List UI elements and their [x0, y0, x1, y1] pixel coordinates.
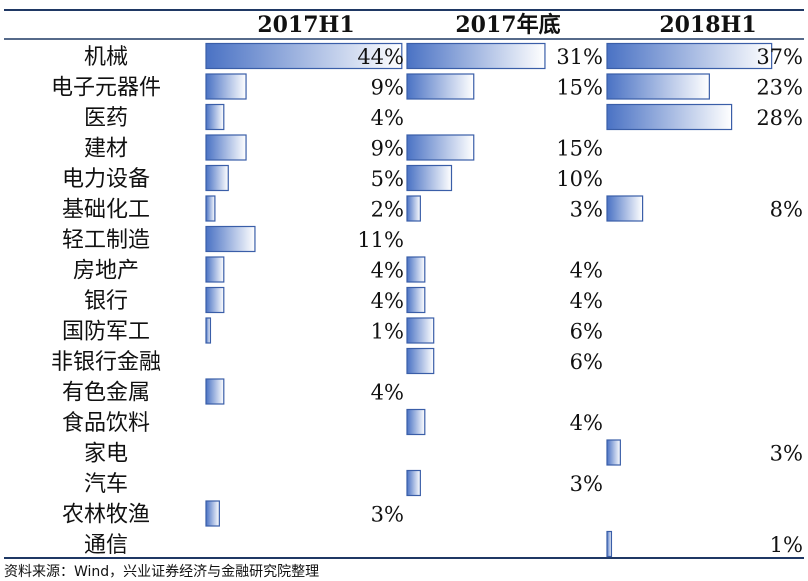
data-label: 15% [556, 76, 603, 100]
category-label: 家电 [84, 442, 128, 467]
bar [606, 42, 773, 70]
bar [406, 317, 435, 344]
category-label: 银行 [84, 289, 128, 314]
category-label: 轻工制造 [62, 228, 150, 253]
bar [205, 286, 225, 314]
bar [406, 134, 475, 161]
data-label: 8% [770, 198, 803, 222]
category-label: 汽车 [84, 472, 128, 497]
category-label: 医药 [84, 106, 128, 131]
data-label: 11% [357, 228, 404, 252]
category-label: 非银行金融 [51, 350, 161, 375]
data-label: 1% [371, 320, 404, 344]
column-header: 2017年底 [455, 12, 560, 38]
bar [406, 408, 426, 436]
data-label: 4% [570, 259, 603, 283]
data-label: 9% [371, 76, 404, 100]
bar [205, 317, 212, 344]
data-label: 5% [371, 167, 404, 191]
bar [205, 195, 216, 222]
bar [205, 225, 256, 253]
data-label: 10% [556, 167, 603, 191]
category-label: 有色金属 [62, 381, 150, 406]
data-label: 6% [570, 320, 603, 344]
category-label: 食品饮料 [62, 411, 150, 436]
category-label: 基础化工 [62, 198, 150, 223]
bar [205, 378, 225, 405]
bar [205, 500, 220, 527]
category-label: 电力设备 [62, 167, 150, 192]
data-label: 3% [371, 503, 404, 527]
data-label: 9% [371, 137, 404, 161]
bar [406, 73, 475, 100]
data-label: 4% [371, 381, 404, 405]
bar [406, 286, 426, 314]
category-label: 电子元器件 [51, 76, 161, 101]
category-label: 建材 [84, 137, 128, 162]
data-label: 6% [570, 350, 603, 374]
data-label: 1% [770, 533, 803, 557]
bar [406, 42, 546, 70]
bar [205, 73, 247, 100]
bar [406, 195, 421, 222]
bar [205, 256, 225, 283]
bar [606, 439, 621, 466]
bar [205, 164, 229, 192]
data-label: 31% [556, 45, 603, 69]
category-label: 农林牧渔 [62, 503, 150, 528]
bar [205, 134, 247, 161]
bar [406, 256, 426, 283]
data-label: 4% [570, 411, 603, 435]
data-label: 2% [371, 198, 404, 222]
bar [406, 347, 435, 375]
source-note: 资料来源：Wind，兴业证券经济与金融研究院整理 [4, 564, 320, 580]
column-header: 2017H1 [257, 12, 354, 38]
bar [205, 42, 403, 70]
data-label: 3% [770, 442, 803, 466]
category-label: 房地产 [73, 259, 139, 284]
data-label: 37% [756, 45, 803, 69]
data-label: 3% [570, 472, 603, 496]
category-label: 国防军工 [62, 320, 150, 345]
category-label: 通信 [84, 533, 128, 558]
data-label: 44% [357, 45, 404, 69]
category-label: 机械 [84, 45, 128, 70]
bar [606, 103, 733, 131]
data-label: 15% [556, 137, 603, 161]
data-label: 3% [570, 198, 603, 222]
column-header: 2018H1 [659, 12, 756, 38]
bar [406, 469, 421, 497]
data-label: 4% [570, 289, 603, 313]
data-label: 4% [371, 106, 404, 130]
bar [606, 73, 710, 100]
data-label: 4% [371, 259, 404, 283]
bar [606, 195, 644, 222]
data-label: 4% [371, 289, 404, 313]
bar [406, 164, 453, 192]
bar [205, 103, 225, 131]
data-label: 28% [756, 106, 803, 130]
data-label: 23% [756, 76, 803, 100]
bar [606, 530, 613, 558]
